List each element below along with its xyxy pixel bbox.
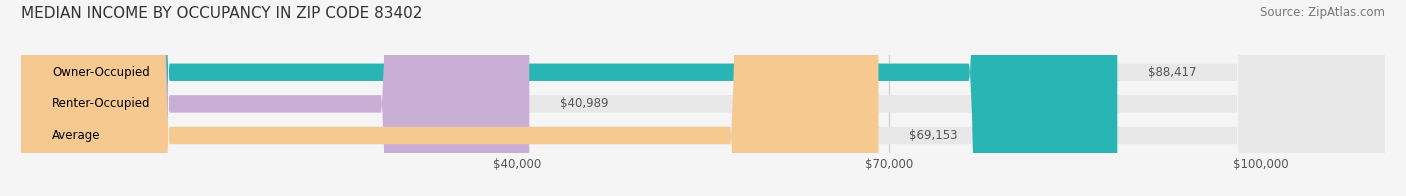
FancyBboxPatch shape	[21, 0, 1385, 196]
Text: MEDIAN INCOME BY OCCUPANCY IN ZIP CODE 83402: MEDIAN INCOME BY OCCUPANCY IN ZIP CODE 8…	[21, 6, 422, 21]
FancyBboxPatch shape	[21, 0, 529, 196]
Text: Average: Average	[52, 129, 101, 142]
FancyBboxPatch shape	[21, 0, 879, 196]
Text: $40,989: $40,989	[560, 97, 609, 110]
Text: Renter-Occupied: Renter-Occupied	[52, 97, 150, 110]
FancyBboxPatch shape	[21, 0, 1385, 196]
Text: $88,417: $88,417	[1149, 66, 1197, 79]
Text: $69,153: $69,153	[910, 129, 957, 142]
FancyBboxPatch shape	[21, 0, 1385, 196]
Text: Owner-Occupied: Owner-Occupied	[52, 66, 150, 79]
FancyBboxPatch shape	[21, 0, 1118, 196]
Text: Source: ZipAtlas.com: Source: ZipAtlas.com	[1260, 6, 1385, 19]
